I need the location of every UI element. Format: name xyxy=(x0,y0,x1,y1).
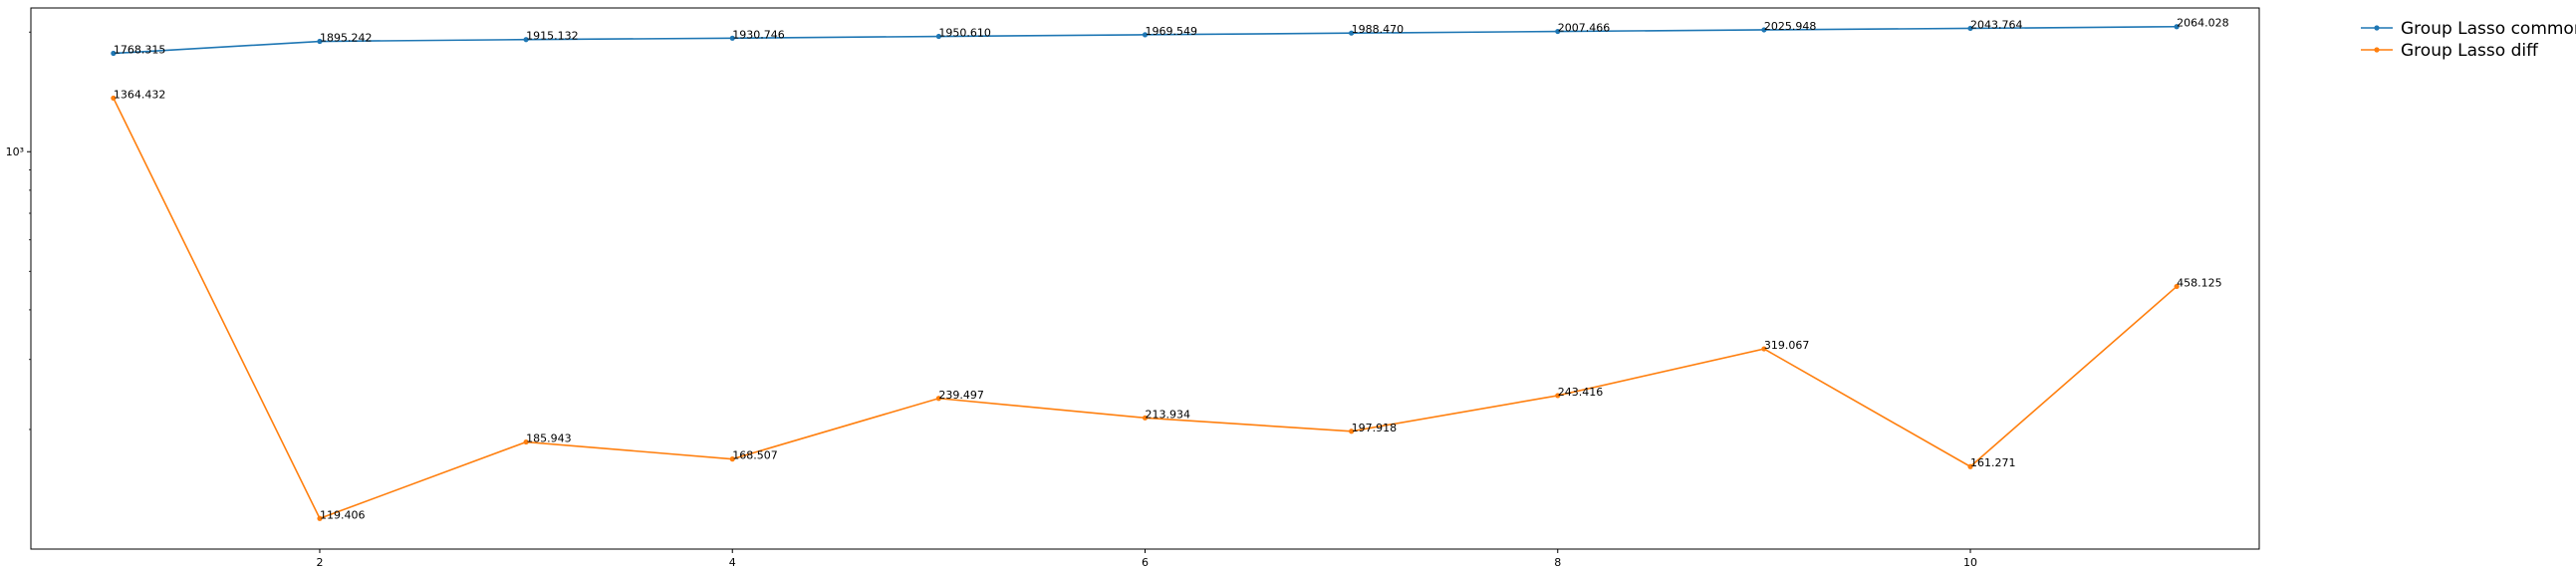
data-label-group-lasso-diff: 119.406 xyxy=(320,508,366,521)
data-point-group-lasso-diff xyxy=(1349,429,1355,434)
data-point-group-lasso-common xyxy=(1142,32,1149,38)
data-label-group-lasso-common: 2043.764 xyxy=(1970,18,2023,31)
data-label-group-lasso-diff: 319.067 xyxy=(1764,339,1810,352)
data-point-group-lasso-diff xyxy=(1967,463,1973,469)
data-label-group-lasso-diff: 161.271 xyxy=(1970,456,2016,469)
data-label-group-lasso-diff: 239.497 xyxy=(938,389,984,402)
data-point-group-lasso-common xyxy=(523,37,529,43)
data-point-group-lasso-common xyxy=(935,33,941,40)
data-label-group-lasso-diff: 458.125 xyxy=(2177,276,2222,289)
data-label-group-lasso-common: 1950.610 xyxy=(938,27,991,40)
data-label-group-lasso-common: 2064.028 xyxy=(2177,17,2229,30)
data-label-group-lasso-common: 1915.132 xyxy=(526,30,579,43)
data-label-group-lasso-diff: 213.934 xyxy=(1146,408,1191,421)
x-tick-label: 8 xyxy=(1554,556,1561,569)
x-tick-label: 4 xyxy=(729,556,736,569)
x-tick-label: 2 xyxy=(316,556,323,569)
data-point-group-lasso-diff xyxy=(1761,346,1767,352)
data-label-group-lasso-diff: 168.507 xyxy=(732,449,778,462)
data-point-group-lasso-common xyxy=(1555,28,1561,35)
data-point-group-lasso-common xyxy=(2174,24,2180,30)
data-label-group-lasso-diff: 1364.432 xyxy=(114,88,166,101)
data-label-group-lasso-common: 1768.315 xyxy=(114,44,166,57)
legend-marker-group-lasso-common xyxy=(2374,25,2380,31)
data-label-group-lasso-common: 1988.470 xyxy=(1352,23,1405,36)
legend-marker-group-lasso-diff xyxy=(2374,47,2380,53)
x-tick-label: 10 xyxy=(1963,556,1977,569)
axes: 2 4 6 8 10 10³ xyxy=(6,31,1977,569)
data-point-group-lasso-diff xyxy=(935,396,941,402)
legend-label-group-lasso-common: Group Lasso common xyxy=(2401,19,2576,39)
data-point-group-lasso-common xyxy=(317,38,323,45)
data-label-group-lasso-diff: 185.943 xyxy=(526,432,572,445)
data-label-group-lasso-common: 1969.549 xyxy=(1146,25,1198,38)
plot-area xyxy=(30,7,2260,550)
data-label-group-lasso-diff: 243.416 xyxy=(1558,386,1604,399)
x-tick-label: 6 xyxy=(1142,556,1149,569)
data-point-group-lasso-diff xyxy=(1555,393,1561,399)
data-point-group-lasso-diff xyxy=(523,438,529,445)
data-point-group-lasso-diff xyxy=(2174,283,2180,290)
data-label-group-lasso-common: 2025.948 xyxy=(1764,20,1817,33)
data-label-group-lasso-common: 2007.466 xyxy=(1558,22,1611,35)
data-point-group-lasso-common xyxy=(729,35,735,41)
data-point-group-lasso-diff xyxy=(729,456,735,462)
data-label-group-lasso-common: 1930.746 xyxy=(732,28,785,41)
data-point-group-lasso-common xyxy=(1761,27,1767,33)
data-point-group-lasso-common xyxy=(1349,30,1355,36)
data-point-group-lasso-common xyxy=(1967,25,1973,32)
data-point-group-lasso-common xyxy=(111,50,117,57)
data-labels: 1768.315 1895.242 1915.132 1930.746 1950.610… xyxy=(114,17,2229,522)
series-layer xyxy=(111,24,2180,521)
data-point-group-lasso-diff xyxy=(111,95,117,102)
data-label-group-lasso-diff: 197.918 xyxy=(1352,422,1398,434)
legend-label-group-lasso-diff: Group Lasso diff xyxy=(2401,41,2539,61)
data-point-group-lasso-diff xyxy=(317,515,323,521)
data-label-group-lasso-common: 1895.242 xyxy=(320,32,373,45)
y-tick-label: 10³ xyxy=(6,145,24,158)
data-point-group-lasso-diff xyxy=(1142,415,1149,421)
